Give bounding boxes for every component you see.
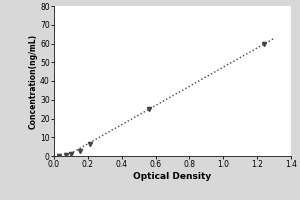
- Y-axis label: Concentration(ng/mL): Concentration(ng/mL): [28, 33, 37, 129]
- X-axis label: Optical Density: Optical Density: [134, 172, 212, 181]
